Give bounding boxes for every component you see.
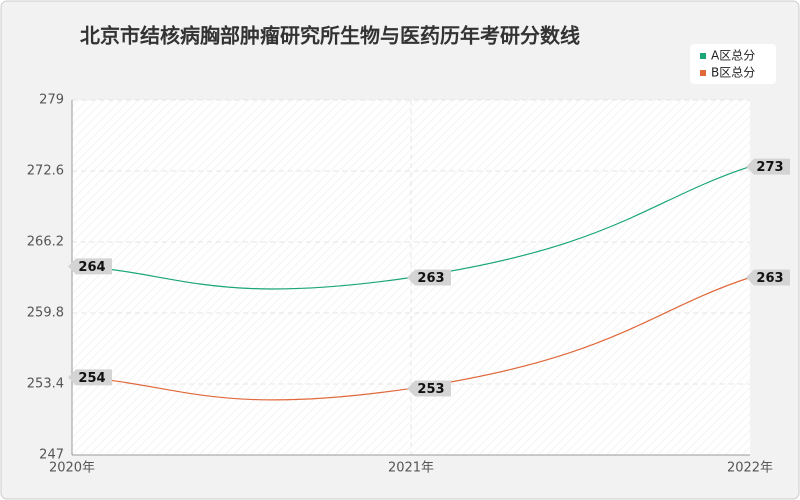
chart-title: 北京市结核病胸部肿瘤研究所生物与医药历年考研分数线 <box>80 24 580 48</box>
y-tick-label: 247 <box>39 448 64 463</box>
label-box <box>68 258 112 275</box>
x-tick-label: 2022年 <box>727 461 773 476</box>
data-label: 273 <box>756 160 783 175</box>
data-label: 253 <box>417 382 444 397</box>
x-tick-label: 2020年 <box>49 461 95 476</box>
label-box <box>746 269 790 286</box>
y-tick-label: 272.6 <box>27 164 64 179</box>
label-box <box>407 269 451 286</box>
legend-label: B区总分 <box>711 66 755 80</box>
y-tick-label: 259.8 <box>27 306 64 321</box>
legend-swatch <box>700 53 706 59</box>
y-tick-label: 279 <box>39 93 64 108</box>
data-label: 263 <box>756 271 783 286</box>
legend-label: A区总分 <box>711 49 755 63</box>
y-tick-label: 266.2 <box>27 235 64 250</box>
y-tick-label: 253.4 <box>27 377 64 392</box>
data-label: 264 <box>78 260 105 275</box>
data-label: 263 <box>417 271 444 286</box>
data-label: 254 <box>78 371 105 386</box>
label-box <box>407 380 451 397</box>
legend-swatch <box>700 70 706 76</box>
label-box <box>68 369 112 386</box>
legend-box <box>690 44 776 84</box>
label-box <box>746 158 790 175</box>
x-tick-label: 2021年 <box>388 461 434 476</box>
